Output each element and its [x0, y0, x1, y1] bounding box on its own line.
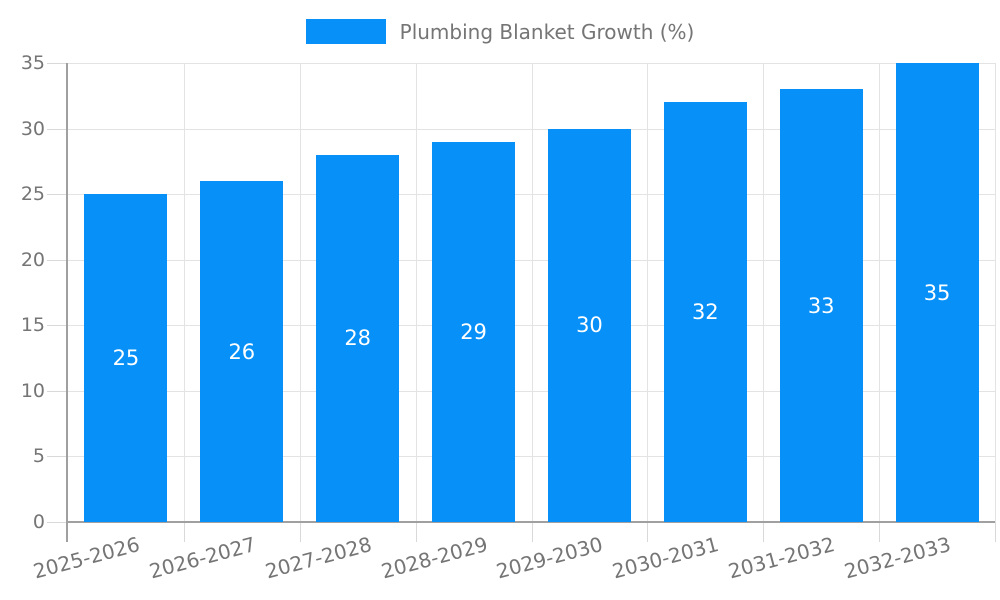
y-axis-line	[66, 63, 68, 542]
bar-value-label: 35	[923, 280, 951, 305]
gridline-vertical	[879, 63, 881, 522]
y-axis-tick	[47, 325, 68, 327]
gridline-vertical	[531, 63, 533, 522]
y-axis-tick	[47, 63, 68, 64]
bar	[200, 181, 284, 522]
bar	[547, 128, 631, 522]
x-tick-label: 2032-2033	[841, 532, 954, 584]
y-axis-tick	[47, 522, 68, 523]
y-tick-label: 25	[20, 183, 45, 206]
gridline-vertical	[763, 63, 765, 522]
gridline-vertical	[415, 63, 417, 522]
x-tick-label: 2026-2027	[146, 532, 259, 584]
y-tick-label: 20	[20, 248, 45, 271]
x-tick-label: 2029-2030	[494, 532, 606, 584]
x-tick-label: 2028-2029	[378, 532, 490, 584]
x-axis-tick	[299, 522, 301, 542]
y-tick-label: 5	[32, 445, 45, 468]
x-tick-label: 2027-2028	[262, 532, 374, 584]
x-axis-tick	[183, 522, 185, 542]
x-tick-label: 2025-2026	[30, 532, 143, 584]
y-tick-label: 35	[20, 52, 45, 74]
bar-value-label: 30	[576, 313, 603, 338]
bar	[84, 194, 168, 522]
bar	[432, 141, 516, 522]
y-axis-tick	[47, 456, 68, 458]
gridline-vertical	[183, 63, 185, 522]
x-axis-line	[68, 521, 995, 523]
gridline-vertical	[995, 63, 996, 522]
bar-value-label: 26	[228, 339, 256, 364]
y-tick-label: 10	[20, 379, 45, 402]
x-axis-tick	[879, 522, 881, 542]
y-axis-tick	[47, 390, 68, 392]
bar-value-label: 32	[691, 300, 719, 325]
bar-value-label: 25	[112, 346, 140, 371]
bar	[895, 63, 979, 522]
bar-value-label: 29	[460, 319, 487, 344]
gridline-vertical	[647, 63, 649, 522]
y-tick-label: 30	[20, 117, 45, 140]
x-tick-label: 2031-2032	[725, 532, 838, 584]
legend-label: Plumbing Blanket Growth (%)	[399, 19, 695, 44]
bar	[663, 102, 747, 522]
x-tick-label: 2030-2031	[610, 532, 722, 584]
x-axis-tick	[995, 522, 996, 542]
bar	[779, 89, 863, 522]
legend-swatch	[305, 19, 386, 44]
x-axis-tick	[531, 522, 533, 542]
x-axis-tick	[415, 522, 417, 542]
bar-value-label: 28	[344, 326, 372, 351]
x-axis-tick	[763, 522, 765, 542]
y-axis-tick	[47, 259, 68, 261]
y-axis-tick	[47, 128, 68, 130]
bar	[316, 154, 400, 522]
y-tick-label: 0	[32, 511, 45, 533]
bar-value-label: 33	[807, 293, 835, 318]
y-axis-tick	[47, 194, 68, 196]
x-axis-tick	[647, 522, 649, 542]
y-tick-label: 15	[20, 314, 45, 337]
gridline-vertical	[299, 63, 301, 522]
chart-legend[interactable]: Plumbing Blanket Growth (%)	[0, 19, 1000, 44]
